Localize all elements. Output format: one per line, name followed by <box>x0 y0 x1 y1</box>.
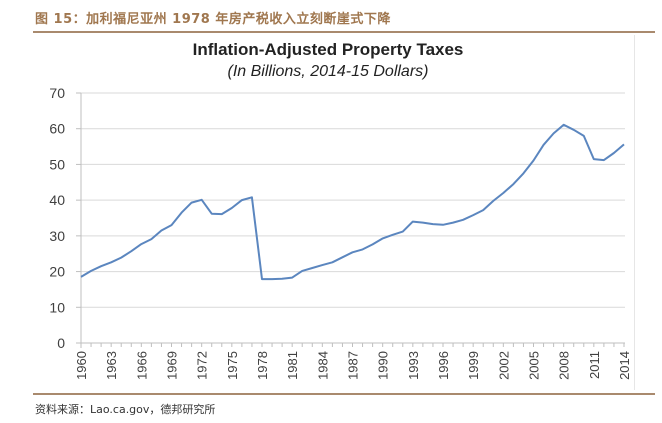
x-axis-ticks: 1960 1963 1966 1969 1972 1975 1978 1981 1984 1987… <box>74 343 632 380</box>
x-tick-label: 1981 <box>285 351 300 380</box>
x-tick-label: 1966 <box>134 351 149 380</box>
chart-subtitle: (In Billions, 2014-15 Dollars) <box>228 63 429 80</box>
x-tick-label: 1972 <box>195 351 210 380</box>
source-rule <box>33 393 655 395</box>
x-tick-label: 1993 <box>406 351 421 380</box>
series-layer <box>80 123 625 281</box>
x-tick-label: 1963 <box>104 351 119 380</box>
y-tick-label: 40 <box>49 192 65 208</box>
y-tick-label: 30 <box>49 228 65 244</box>
caption-rule <box>33 31 655 33</box>
y-tick-label: 70 <box>49 85 65 101</box>
y-tick-label: 60 <box>49 121 65 137</box>
x-tick-label: 1996 <box>436 351 451 380</box>
x-tick-label: 1960 <box>74 351 89 380</box>
gridlines <box>81 92 625 308</box>
axes <box>80 93 625 348</box>
x-tick-label: 1987 <box>346 351 361 380</box>
y-tick-label: 20 <box>49 264 65 280</box>
x-tick-label: 1999 <box>466 351 481 380</box>
x-tick-label: 2014 <box>617 351 632 380</box>
chart-frame <box>33 35 635 390</box>
y-tick-label: 50 <box>49 156 65 172</box>
series-line <box>80 123 625 281</box>
chart-title: Inflation-Adjusted Property Taxes <box>193 40 464 59</box>
x-tick-label: 1990 <box>376 351 391 380</box>
x-tick-label: 2005 <box>527 351 542 380</box>
x-tick-label: 2002 <box>496 351 511 380</box>
source-note: 资料来源：Lao.ca.gov，德邦研究所 <box>35 403 216 416</box>
x-tick-label: 2011 <box>587 351 602 379</box>
x-tick-label: 2008 <box>557 351 572 380</box>
y-axis-ticks: 0 10 20 30 40 50 60 70 <box>49 85 81 351</box>
y-tick-label: 10 <box>49 299 65 315</box>
x-tick-label: 1969 <box>165 351 180 380</box>
figure-caption: 图 15：加利福尼亚州 1978 年房产税收入立刻断崖式下降 <box>35 12 391 27</box>
y-tick-label: 0 <box>57 335 65 351</box>
x-tick-label: 1978 <box>255 351 270 380</box>
x-tick-label: 1975 <box>225 351 240 380</box>
x-tick-label: 1984 <box>315 351 330 380</box>
